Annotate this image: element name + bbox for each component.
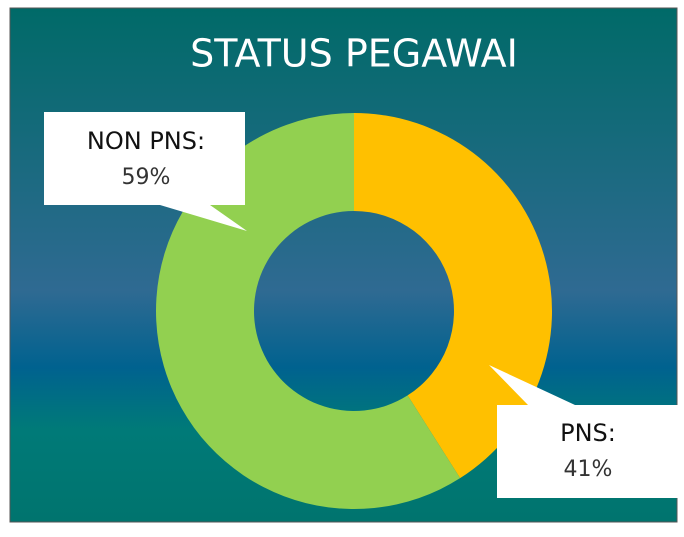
callout-box [489, 365, 680, 498]
callout-box [44, 112, 247, 231]
donut-slice [156, 113, 461, 509]
callout: PNS: 41% [489, 365, 680, 498]
donut [156, 113, 552, 509]
value-label: 59% [122, 165, 171, 190]
donut-slice [354, 113, 552, 479]
category-label: NON PNS: [87, 127, 205, 155]
value-label: 41% [564, 457, 613, 482]
category-label: PNS: [560, 419, 616, 447]
chart-title: STATUS PEGAWAI [190, 32, 518, 76]
callout: NON PNS: 59% [44, 112, 247, 231]
